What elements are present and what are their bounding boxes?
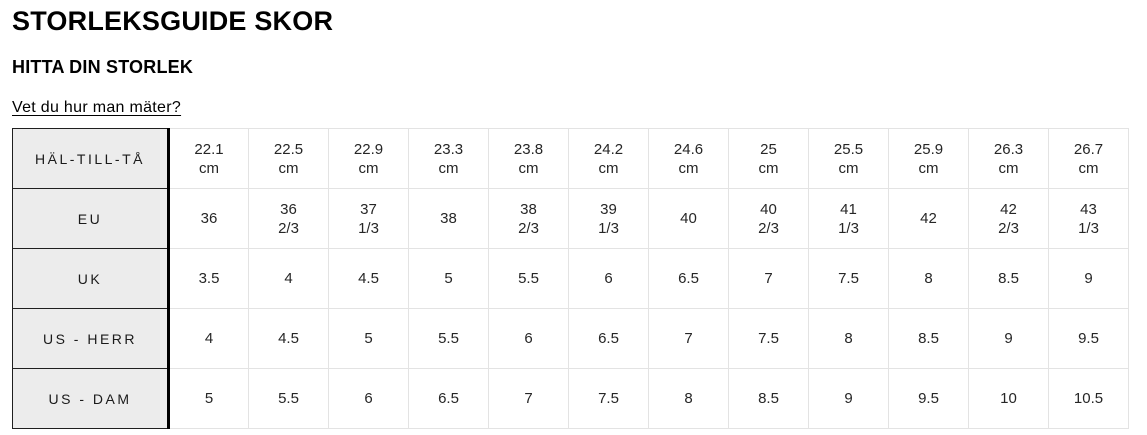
size-cell: 23.8 cm	[488, 128, 569, 189]
size-cell: 8	[648, 368, 729, 429]
table-row: HÄL-TILL-TÅ 22.1 cm 22.5 cm 22.9 cm 23.3 cm 2…	[12, 128, 1129, 189]
size-cell: 8	[888, 248, 969, 309]
size-cell: 22.5 cm	[248, 128, 329, 189]
how-to-measure-link[interactable]: Vet du hur man mäter?	[12, 99, 182, 116]
size-cell: 6.5	[408, 368, 489, 429]
size-cell: 41 1/3	[808, 188, 889, 249]
size-cell: 6	[488, 308, 569, 369]
size-cell: 7	[488, 368, 569, 429]
size-cell: 9.5	[1048, 308, 1129, 369]
size-cell: 25.5 cm	[808, 128, 889, 189]
row-label-eu: EU	[12, 188, 170, 249]
size-cell: 23.3 cm	[408, 128, 489, 189]
size-cell: 36 2/3	[248, 188, 329, 249]
size-cell: 5	[408, 248, 489, 309]
size-cell: 26.3 cm	[968, 128, 1049, 189]
size-cell: 9	[808, 368, 889, 429]
size-table-body: HÄL-TILL-TÅ 22.1 cm 22.5 cm 22.9 cm 23.3 cm 2…	[12, 128, 1129, 429]
size-cell: 25.9 cm	[888, 128, 969, 189]
size-cell: 22.1 cm	[168, 128, 249, 189]
size-cell: 36	[168, 188, 249, 249]
page-subtitle: HITTA DIN STORLEK	[12, 57, 194, 77]
size-cell: 9.5	[888, 368, 969, 429]
size-cell: 6	[328, 368, 409, 429]
size-cell: 7.5	[808, 248, 889, 309]
table-row: US - DAM 5 5.5 6 6.5 7 7.5 8 8.5 9 9.5 10 10.5	[12, 368, 1129, 429]
size-cell: 24.2 cm	[568, 128, 649, 189]
row-label-us-dam: US - DAM	[12, 368, 170, 429]
row-label-hal-till-ta: HÄL-TILL-TÅ	[12, 128, 170, 189]
size-cell: 8.5	[968, 248, 1049, 309]
size-cell: 6	[568, 248, 649, 309]
size-cell: 4.5	[328, 248, 409, 309]
size-cell: 40	[648, 188, 729, 249]
size-cell: 38	[408, 188, 489, 249]
size-table: HÄL-TILL-TÅ 22.1 cm 22.5 cm 22.9 cm 23.3 cm 2…	[12, 128, 1129, 429]
table-row: US - HERR 4 4.5 5 5.5 6 6.5 7 7.5 8 8.5 9 9.5	[12, 308, 1129, 369]
size-cell: 43 1/3	[1048, 188, 1129, 249]
table-row: EU 36 36 2/3 37 1/3 38 38 2/3 39 1/3 40 40 2/3 41…	[12, 188, 1129, 249]
table-row: UK 3.5 4 4.5 5 5.5 6 6.5 7 7.5 8 8.5 9	[12, 248, 1129, 309]
size-cell: 5	[328, 308, 409, 369]
size-cell: 7	[648, 308, 729, 369]
size-cell: 5.5	[408, 308, 489, 369]
size-cell: 10	[968, 368, 1049, 429]
size-cell: 22.9 cm	[328, 128, 409, 189]
size-cell: 4	[248, 248, 329, 309]
size-cell: 5.5	[248, 368, 329, 429]
size-cell: 7	[728, 248, 809, 309]
size-cell: 26.7 cm	[1048, 128, 1129, 189]
size-cell: 42	[888, 188, 969, 249]
size-cell: 38 2/3	[488, 188, 569, 249]
size-cell: 5	[168, 368, 249, 429]
size-cell: 10.5	[1048, 368, 1129, 429]
size-cell: 8	[808, 308, 889, 369]
size-cell: 6.5	[648, 248, 729, 309]
size-cell: 8.5	[728, 368, 809, 429]
size-cell: 4	[168, 308, 249, 369]
size-cell: 4.5	[248, 308, 329, 369]
size-cell: 9	[968, 308, 1049, 369]
size-cell: 8.5	[888, 308, 969, 369]
size-cell: 3.5	[168, 248, 249, 309]
size-cell: 9	[1048, 248, 1129, 309]
size-cell: 6.5	[568, 308, 649, 369]
size-cell: 25 cm	[728, 128, 809, 189]
size-cell: 5.5	[488, 248, 569, 309]
page-title: STORLEKSGUIDE SKOR	[12, 6, 334, 36]
row-label-us-herr: US - HERR	[12, 308, 170, 369]
size-cell: 37 1/3	[328, 188, 409, 249]
size-cell: 40 2/3	[728, 188, 809, 249]
size-cell: 24.6 cm	[648, 128, 729, 189]
size-cell: 42 2/3	[968, 188, 1049, 249]
row-label-uk: UK	[12, 248, 170, 309]
size-cell: 7.5	[728, 308, 809, 369]
size-cell: 39 1/3	[568, 188, 649, 249]
size-cell: 7.5	[568, 368, 649, 429]
